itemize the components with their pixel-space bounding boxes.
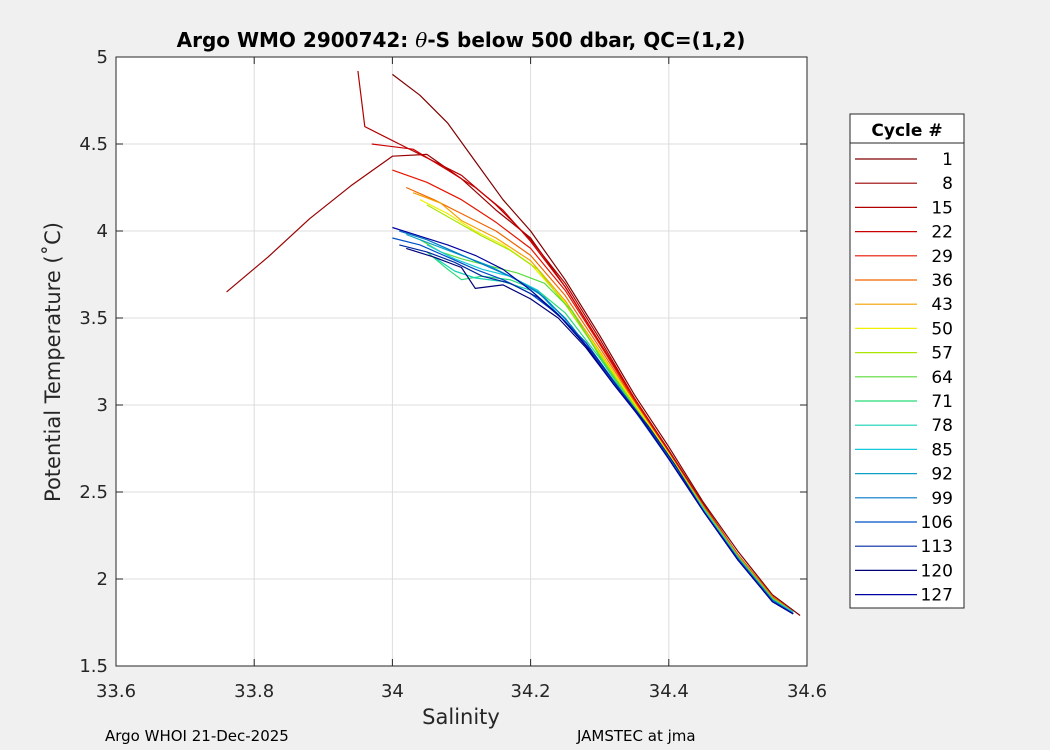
axes-box <box>115 56 808 667</box>
plot-area <box>116 57 807 666</box>
legend-label: 71 <box>931 392 953 412</box>
y-tick-label: 4 <box>97 221 108 242</box>
legend-label: 64 <box>931 368 953 388</box>
y-tick-label: 1.5 <box>79 656 108 677</box>
legend-label: 1 <box>942 150 953 170</box>
legend-label: 22 <box>931 223 953 243</box>
x-tick-label: 34.4 <box>649 681 689 702</box>
legend-label: 50 <box>931 319 953 339</box>
y-tick-label: 3.5 <box>79 308 108 329</box>
legend-label: 57 <box>931 344 953 364</box>
footer-left: Argo WHOI 21-Dec-2025 <box>105 727 289 745</box>
ticks: 33.6 33.8 34 34.2 34.4 34.6 1.5 2 2.5 3 3.5 4 4.5 5 <box>79 47 827 702</box>
legend-label: 120 <box>921 561 953 581</box>
legend-label: 113 <box>921 537 953 557</box>
y-tick-label: 5 <box>97 47 108 68</box>
y-tick-label: 2.5 <box>79 482 108 503</box>
legend-label: 127 <box>921 586 953 606</box>
series-line-cycle-36 <box>405 186 794 613</box>
y-axis-label: Potential Temperature (˚C) <box>41 222 65 502</box>
data-lines <box>226 70 801 616</box>
y-tick-label: 2 <box>97 569 108 590</box>
series-line-cycle-64 <box>419 239 794 613</box>
legend-title: Cycle # <box>871 121 942 141</box>
legend: Cycle # 1 8 15 22 29 36 43 50 57 64 71 78 85 92 99 106 1… <box>849 113 965 609</box>
x-tick-label: 34.6 <box>787 681 827 702</box>
legend-label: 15 <box>931 198 953 218</box>
footer-right: JAMSTEC at jma <box>576 727 696 745</box>
series-line-cycle-127 <box>392 226 794 615</box>
legend-box <box>849 113 965 609</box>
x-tick-label: 34.2 <box>511 681 551 702</box>
x-tick-label: 34 <box>381 681 404 702</box>
y-tick-label: 4.5 <box>79 134 108 155</box>
x-tick-label: 33.8 <box>234 681 274 702</box>
x-tick-label: 33.6 <box>96 681 136 702</box>
x-axis-label: Salinity <box>422 705 500 729</box>
legend-label: 43 <box>931 295 953 315</box>
legend-label: 106 <box>921 513 953 533</box>
y-tick-label: 3 <box>97 395 108 416</box>
legend-label: 29 <box>931 247 953 267</box>
legend-label: 85 <box>931 440 953 460</box>
chart-title: Argo WMO 2900742: θ-S below 500 dbar, QC… <box>177 28 746 52</box>
legend-label: 36 <box>931 271 953 291</box>
legend-label: 92 <box>931 465 953 485</box>
legend-label: 78 <box>931 416 953 436</box>
legend-label: 8 <box>942 174 953 194</box>
legend-label: 99 <box>931 489 953 509</box>
series-line-cycle-1 <box>392 73 801 616</box>
